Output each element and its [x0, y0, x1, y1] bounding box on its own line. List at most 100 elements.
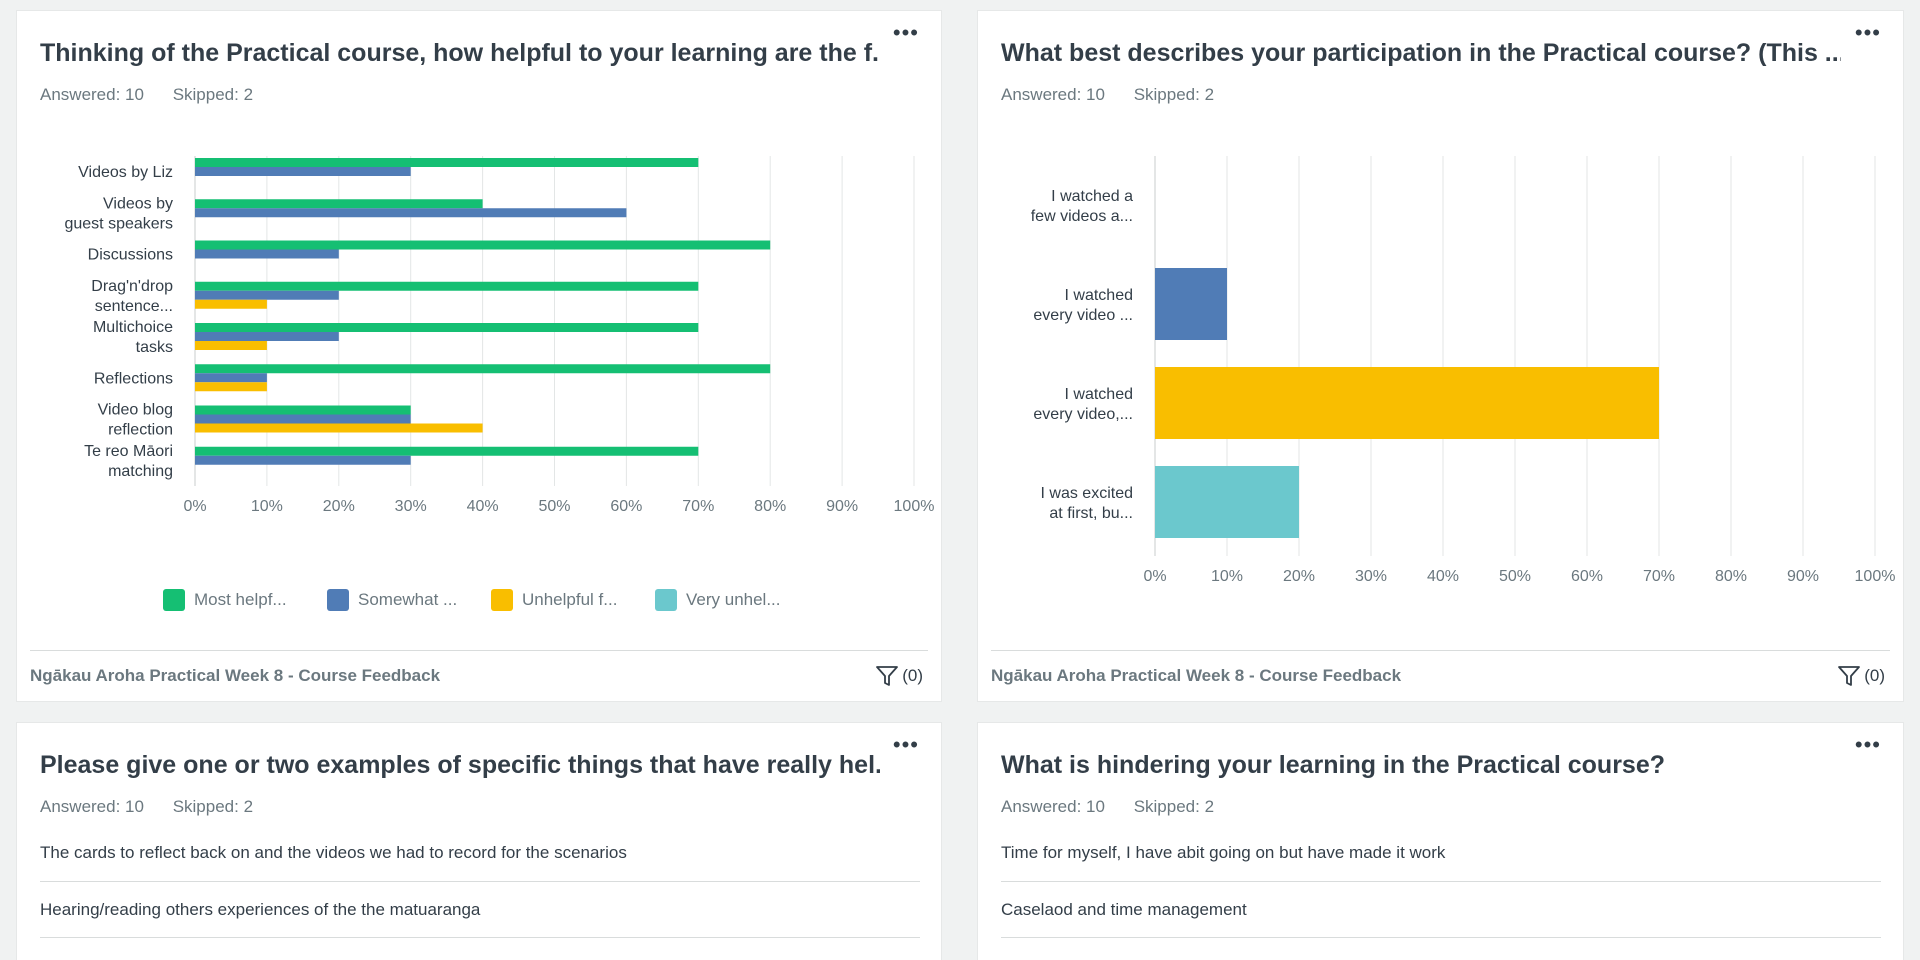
response-text: Caselaod and time management	[1001, 900, 1247, 919]
bar	[1155, 367, 1659, 439]
x-tick-label: 20%	[1283, 568, 1315, 585]
x-tick-label: 90%	[1787, 568, 1819, 585]
question-title[interactable]: What is hindering your learning in the P…	[1001, 751, 1666, 779]
category-label: every video ...	[1033, 307, 1133, 324]
question-title[interactable]: What best describes your participation i…	[1001, 39, 1841, 67]
more-options-button[interactable]: •••	[892, 20, 919, 45]
x-tick-label: 0%	[1143, 568, 1166, 585]
skipped-count: Skipped: 2	[1133, 797, 1215, 816]
category-label: Drag'n'drop	[91, 278, 173, 295]
response-stats: Answered: 10 Skipped: 2	[1001, 797, 1238, 817]
more-options-button[interactable]: •••	[892, 732, 919, 757]
legend-label: Unhelpful f...	[522, 590, 618, 609]
skipped-count: Skipped: 2	[172, 797, 254, 816]
category-label: Reflections	[94, 370, 173, 387]
legend-label: Somewhat ...	[358, 590, 458, 609]
legend-swatch	[327, 589, 349, 611]
x-tick-label: 40%	[1427, 568, 1459, 585]
category-label: few videos a...	[1031, 208, 1133, 225]
x-tick-label: 10%	[251, 498, 283, 515]
legend-item-somewhat[interactable]: Somewhat ...	[327, 589, 457, 611]
question-card-4: ••• What is hindering your learning in t…	[977, 722, 1904, 960]
question-title[interactable]: Thinking of the Practical course, how he…	[40, 39, 880, 67]
category-label: Discussions	[88, 247, 173, 264]
legend-item-unhelpful[interactable]: Unhelpful f...	[491, 589, 617, 611]
category-label: guest speakers	[64, 215, 173, 232]
category-label: reflection	[108, 422, 173, 439]
category-label: at first, bu...	[1049, 505, 1133, 522]
category-label: Multichoice	[93, 319, 173, 336]
more-options-button[interactable]: •••	[1854, 20, 1881, 45]
category-label: every video,...	[1033, 406, 1133, 423]
bar	[195, 240, 771, 250]
bar	[195, 341, 267, 350]
category-label: Videos by Liz	[78, 164, 173, 181]
question-card-2: ••• What best describes your participati…	[977, 10, 1904, 702]
x-tick-label: 30%	[1355, 568, 1387, 585]
x-tick-label: 70%	[1643, 568, 1675, 585]
x-tick-label: 60%	[610, 498, 642, 515]
legend-item-very-unhelpful[interactable]: Very unhel...	[655, 589, 781, 611]
x-tick-label: 0%	[183, 498, 206, 515]
category-label: I was excited	[1041, 485, 1133, 502]
category-label: sentence...	[95, 298, 173, 315]
bar	[195, 281, 699, 291]
x-tick-label: 100%	[1855, 568, 1896, 585]
x-tick-label: 90%	[826, 498, 858, 515]
response-text: Hearing/reading others experiences of th…	[40, 900, 481, 919]
category-label: Te reo Māori	[84, 443, 173, 460]
x-tick-label: 30%	[395, 498, 427, 515]
answered-count: Answered: 10	[1001, 85, 1105, 104]
filter-count: (0)	[902, 666, 923, 685]
footer-divider	[30, 650, 928, 651]
bar	[1155, 466, 1299, 538]
filter-button[interactable]: (0)	[875, 665, 923, 687]
legend-item-most-helpful[interactable]: Most helpf...	[163, 589, 287, 611]
category-label: Videos by	[103, 195, 173, 212]
response-divider	[40, 881, 920, 882]
legend-swatch	[655, 589, 677, 611]
x-tick-label: 50%	[1499, 568, 1531, 585]
x-tick-label: 10%	[1211, 568, 1243, 585]
response-stats: Answered: 10 Skipped: 2	[1001, 85, 1238, 105]
survey-title: Ngākau Aroha Practical Week 8 - Course F…	[991, 666, 1402, 685]
bar	[195, 373, 267, 383]
filter-button[interactable]: (0)	[1837, 665, 1885, 687]
filter-icon	[1838, 666, 1861, 686]
bar	[195, 323, 699, 332]
category-label: I watched a	[1051, 188, 1133, 205]
response-stats: Answered: 10 Skipped: 2	[40, 85, 277, 105]
grouped-bar-chart: 0% 10% 20% 30% 40% 50% 60% 70% 80% 90% 100% Videos …	[64, 156, 934, 515]
legend-label: Most helpf...	[194, 590, 287, 609]
bar	[195, 414, 411, 424]
bar	[195, 446, 699, 456]
bar	[195, 199, 483, 209]
category-label: tasks	[136, 339, 173, 356]
bar	[195, 158, 699, 167]
x-tick-label: 80%	[754, 498, 786, 515]
x-tick-label: 40%	[467, 498, 499, 515]
x-tick-label: 70%	[682, 498, 714, 515]
bar	[195, 208, 627, 218]
x-tick-label: 20%	[323, 498, 355, 515]
question-title[interactable]: Please give one or two examples of speci…	[40, 751, 880, 779]
question-card-1: ••• Thinking of the Practical course, ho…	[16, 10, 942, 702]
filter-count: (0)	[1864, 666, 1885, 685]
filter-icon	[876, 666, 899, 686]
bar	[195, 364, 771, 374]
survey-title: Ngākau Aroha Practical Week 8 - Course F…	[30, 666, 441, 685]
bar	[195, 167, 411, 176]
skipped-count: Skipped: 2	[1133, 85, 1215, 104]
category-label: matching	[108, 463, 173, 480]
bar	[195, 290, 339, 300]
answered-count: Answered: 10	[1001, 797, 1105, 816]
answered-count: Answered: 10	[40, 85, 144, 104]
answered-count: Answered: 10	[40, 797, 144, 816]
category-label: I watched	[1065, 287, 1133, 304]
bar	[195, 382, 267, 392]
bar	[195, 405, 411, 415]
category-label: Video blog	[98, 402, 173, 419]
response-stats: Answered: 10 Skipped: 2	[40, 797, 277, 817]
response-divider	[1001, 937, 1881, 938]
more-options-button[interactable]: •••	[1854, 732, 1881, 757]
